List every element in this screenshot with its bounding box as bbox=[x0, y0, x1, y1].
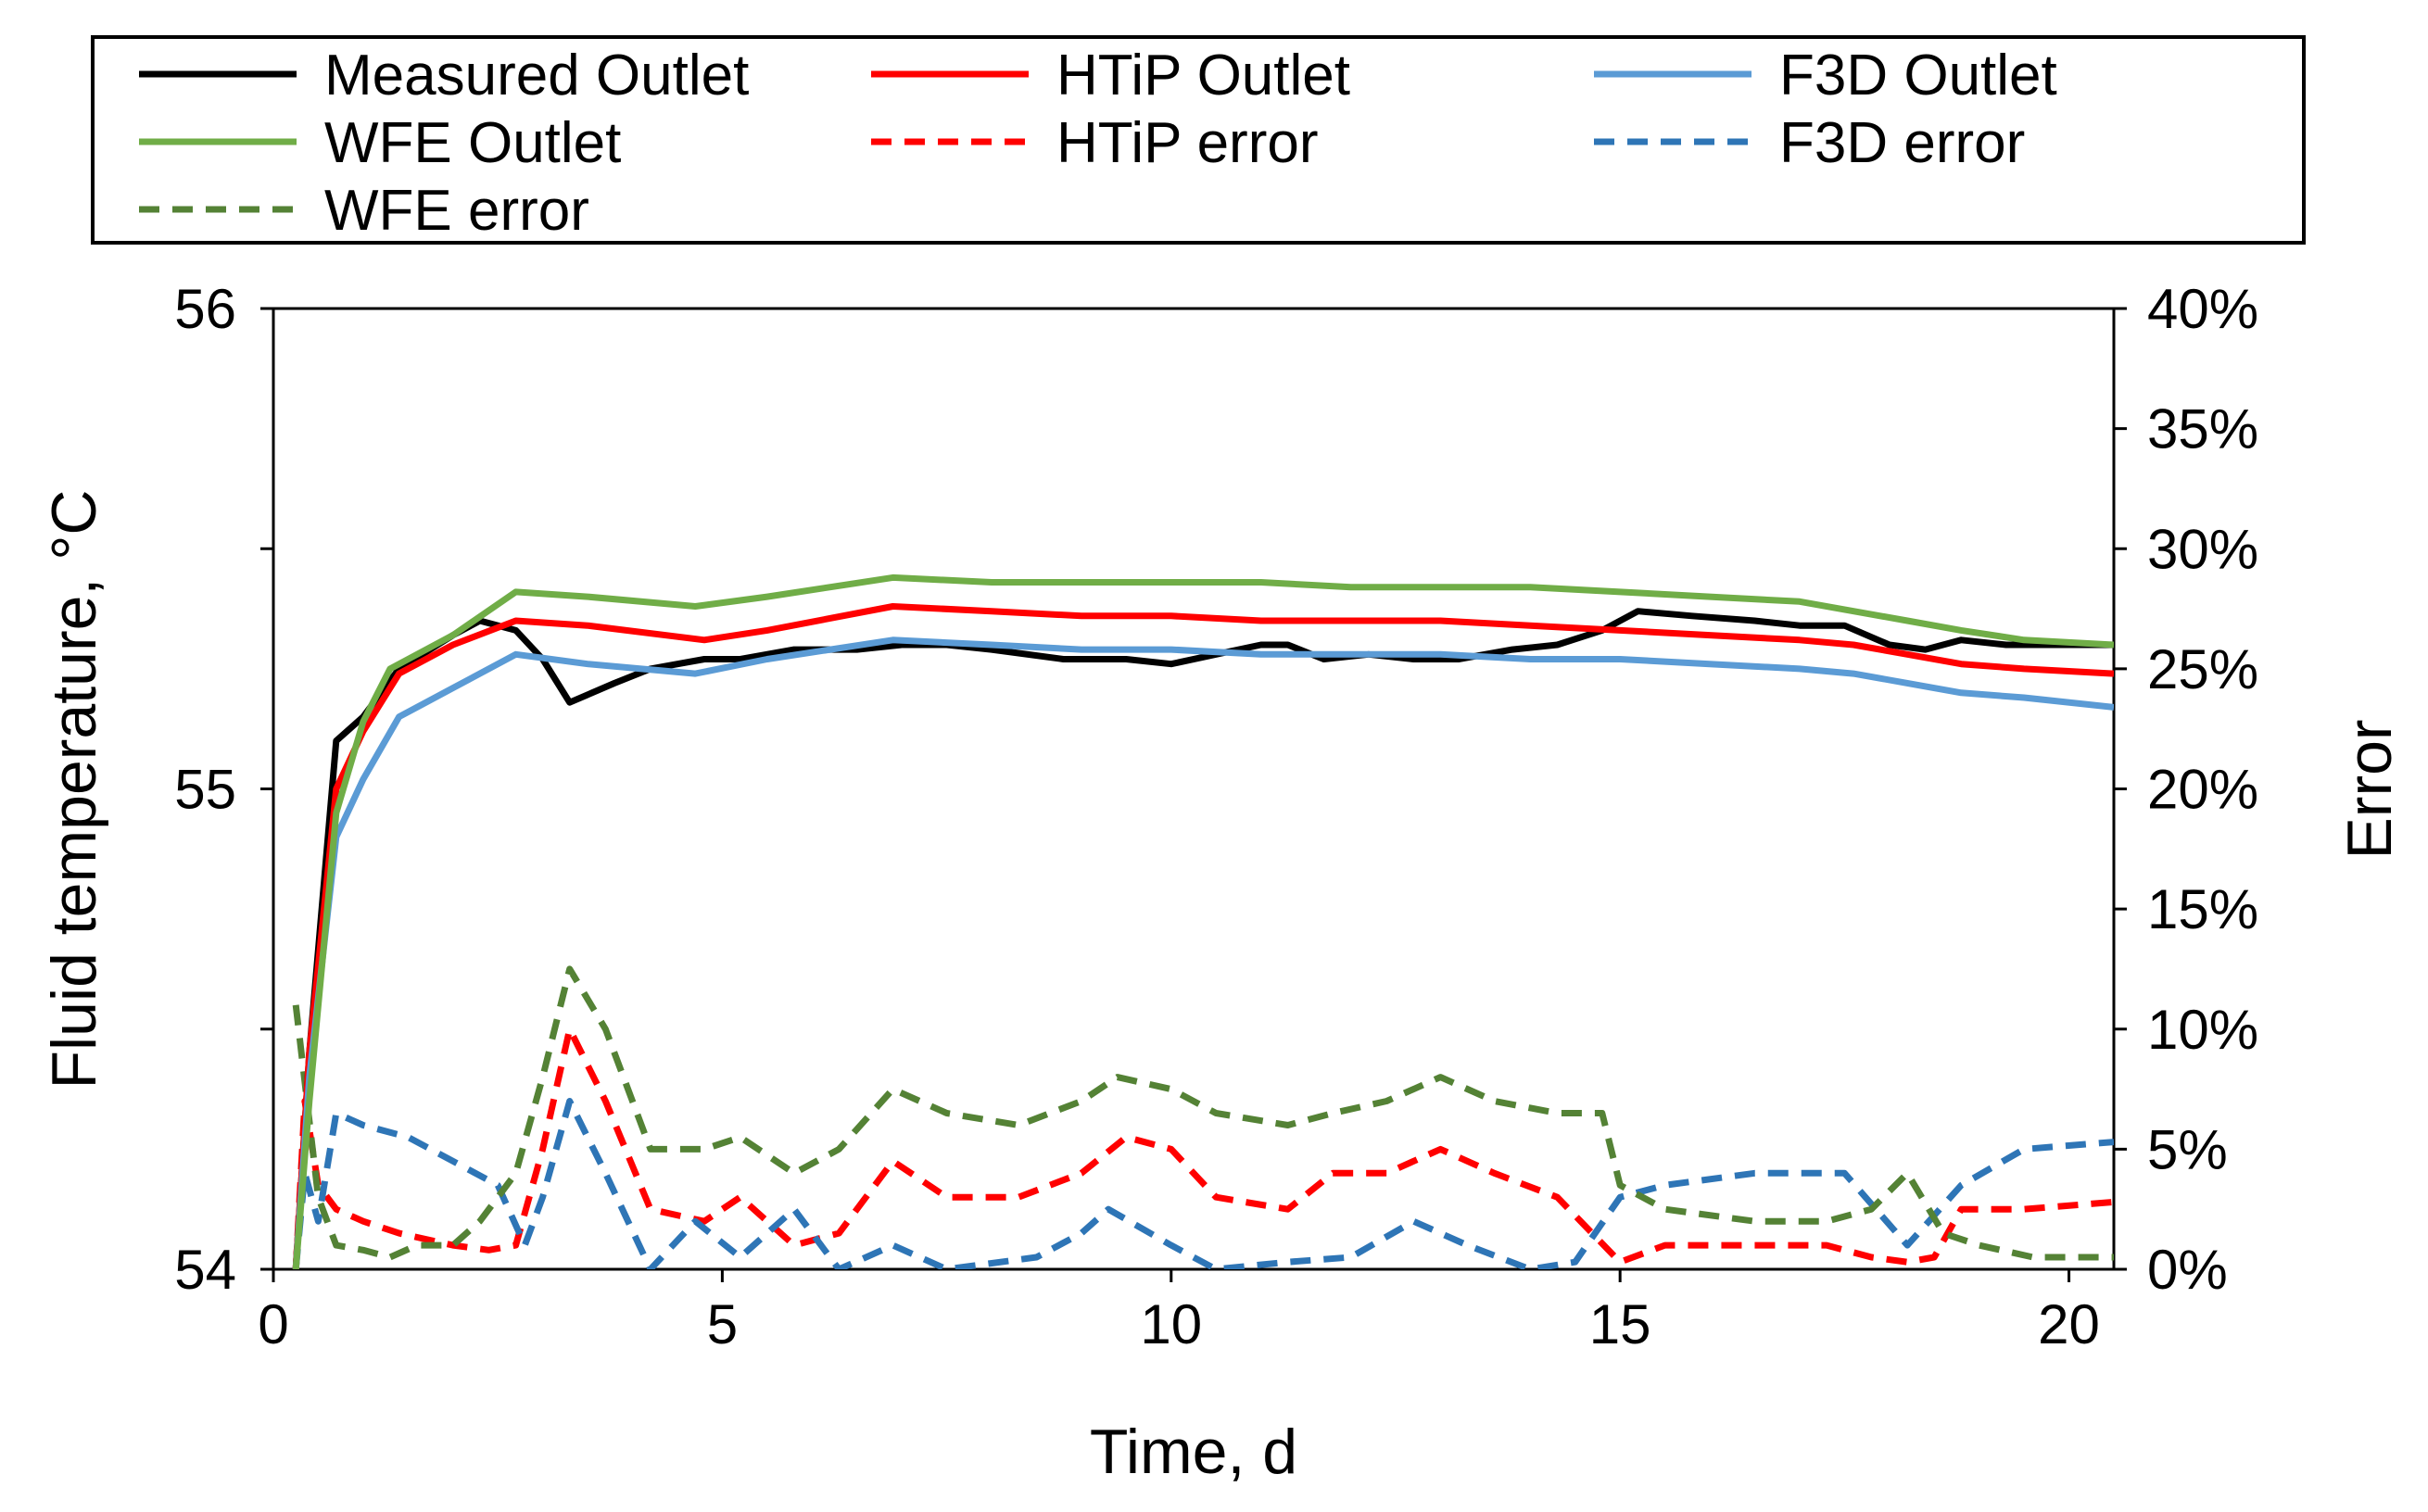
y2-tick-label: 15% bbox=[2147, 878, 2258, 940]
y-tick-label: 55 bbox=[174, 759, 236, 821]
y-tick-label: 54 bbox=[174, 1239, 236, 1301]
y2-tick-label: 5% bbox=[2147, 1118, 2228, 1180]
legend-label-measured-outlet: Measured Outlet bbox=[324, 44, 749, 107]
series-line-wfe-outlet bbox=[292, 573, 2114, 1269]
y2-tick-label: 20% bbox=[2147, 759, 2258, 821]
x-tick-label: 0 bbox=[258, 1293, 288, 1355]
series-layer bbox=[292, 573, 2114, 1269]
y-axis-label: Fluid temperature, °C bbox=[39, 490, 109, 1090]
legend-frame bbox=[91, 35, 2306, 245]
y2-tick-label: 40% bbox=[2147, 278, 2258, 340]
x-axis-label: Time, d bbox=[1090, 1417, 1297, 1487]
legend-label-f3d-outlet: F3D Outlet bbox=[1779, 44, 2057, 107]
axis-ticks bbox=[260, 307, 2127, 1282]
series-line-htip-error bbox=[292, 1026, 2114, 1269]
plot-area bbox=[272, 307, 2116, 1271]
legend-label-wfe-error: WFE error bbox=[324, 179, 589, 243]
series-line-wfe-error bbox=[292, 965, 2114, 1261]
y2-tick-label: 30% bbox=[2147, 518, 2258, 580]
series-line-measured-outlet bbox=[292, 608, 2114, 1269]
legend-label-htip-error: HTiP error bbox=[1056, 111, 1318, 175]
y2-tick-label: 25% bbox=[2147, 638, 2258, 700]
legend-label-f3d-error: F3D error bbox=[1779, 111, 2025, 175]
y2-tick-label: 35% bbox=[2147, 398, 2258, 460]
y2-axis-label: Error bbox=[2334, 719, 2405, 859]
legend-label-wfe-outlet: WFE Outlet bbox=[324, 111, 621, 175]
y-tick-label: 56 bbox=[174, 278, 236, 340]
x-tick-label: 5 bbox=[707, 1293, 738, 1355]
x-tick-label: 20 bbox=[2038, 1293, 2100, 1355]
x-tick-label: 10 bbox=[1140, 1293, 1202, 1355]
tick-labels: 0 5 10 15 20 54 55 56 0% 5% 10% 15% 20% 25% 30% 35% 40% bbox=[174, 278, 2258, 1355]
x-tick-label: 15 bbox=[1589, 1293, 1651, 1355]
series-line-htip-outlet bbox=[292, 603, 2114, 1269]
series-line-f3d-error bbox=[292, 1098, 2114, 1269]
y2-tick-label: 0% bbox=[2147, 1239, 2228, 1301]
series-line-f3d-outlet bbox=[292, 636, 2114, 1269]
legend: Measured Outlet HTiP Outlet F3D Outlet WFE … bbox=[91, 35, 2306, 245]
y2-tick-label: 10% bbox=[2147, 999, 2258, 1061]
legend-items: Measured Outlet HTiP Outlet F3D Outlet WFE … bbox=[139, 44, 2057, 243]
legend-label-htip-outlet: HTiP Outlet bbox=[1056, 44, 1350, 107]
